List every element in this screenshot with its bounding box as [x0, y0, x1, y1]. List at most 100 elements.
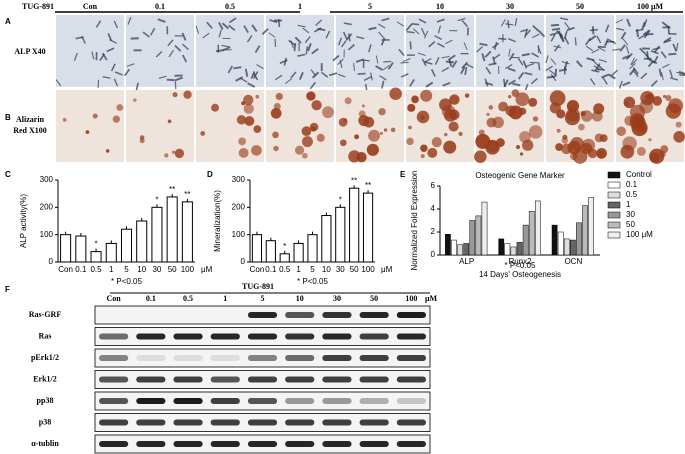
cell — [380, 37, 386, 46]
cell — [363, 76, 372, 81]
nodule — [316, 133, 325, 142]
cell — [507, 67, 516, 72]
cell — [235, 76, 244, 82]
nodule — [596, 147, 607, 159]
cell — [229, 17, 237, 24]
cell — [113, 78, 119, 87]
cell — [409, 41, 412, 50]
cell — [616, 27, 625, 31]
cell — [650, 80, 658, 87]
legend-swatch — [607, 201, 621, 209]
cell — [126, 63, 135, 67]
band — [285, 333, 315, 340]
y-tick-label: 200 — [232, 202, 246, 211]
band — [210, 333, 240, 340]
nodule — [623, 96, 636, 109]
cell — [505, 23, 514, 26]
cell — [442, 81, 451, 87]
cell — [481, 53, 486, 62]
cell — [423, 30, 429, 39]
cell — [243, 25, 249, 34]
nodule — [389, 87, 402, 101]
nodule — [112, 115, 120, 123]
cell — [102, 76, 111, 79]
y-axis-title: ALP activity(%) — [19, 194, 28, 248]
nodule — [649, 148, 665, 164]
band — [359, 398, 389, 404]
bar — [293, 242, 304, 263]
compound-label: TUG-891 — [242, 282, 274, 291]
cell — [508, 48, 511, 57]
legend-label: 0.5 — [626, 190, 638, 199]
cell — [441, 66, 450, 73]
cell — [347, 43, 355, 51]
nodule — [243, 103, 254, 114]
nodule — [620, 144, 635, 159]
nodule — [406, 137, 414, 146]
nodule — [644, 93, 655, 104]
nodule — [243, 94, 254, 106]
bar — [120, 228, 133, 263]
cell — [279, 59, 288, 64]
row-label: Alizarin Red X100 — [13, 115, 47, 135]
cell — [597, 64, 605, 71]
bar — [534, 200, 541, 256]
cell — [460, 66, 466, 75]
dose-label: 5 — [368, 2, 372, 11]
bar — [582, 205, 588, 256]
cell — [135, 82, 139, 91]
legend-swatch — [607, 231, 621, 239]
band — [210, 419, 240, 426]
cell — [302, 27, 310, 34]
cell — [625, 46, 630, 54]
cell — [517, 58, 524, 66]
row-label: ALP X40 — [14, 47, 45, 56]
cell — [521, 53, 530, 57]
nodule — [183, 90, 192, 99]
cell — [514, 18, 518, 27]
nodule — [448, 121, 459, 132]
band — [210, 441, 240, 447]
band — [247, 398, 278, 404]
cell — [538, 30, 546, 38]
cell — [564, 22, 571, 30]
panel-letter: D — [207, 170, 213, 179]
nodule — [306, 91, 316, 101]
bar — [551, 224, 558, 256]
cell — [309, 81, 316, 90]
cell — [375, 65, 384, 71]
band — [136, 333, 166, 340]
legend-label: 50 — [626, 220, 635, 229]
cell — [524, 72, 533, 76]
x-tick-label: 100 — [181, 265, 195, 274]
cell — [294, 36, 302, 44]
bar — [457, 244, 463, 256]
cell — [421, 27, 426, 36]
cell — [530, 77, 538, 85]
cell — [55, 79, 62, 87]
cell — [339, 60, 343, 69]
cell — [504, 64, 513, 70]
x-tick-label: 5 — [310, 265, 315, 274]
cell — [423, 57, 432, 64]
nodule — [519, 152, 524, 156]
cell — [545, 65, 553, 72]
cell — [110, 63, 116, 72]
nodule — [361, 104, 365, 108]
cell — [253, 71, 259, 79]
cell — [602, 77, 608, 85]
cell — [158, 75, 167, 79]
band — [99, 398, 129, 404]
band — [99, 419, 129, 426]
dose-label: 10 — [436, 2, 444, 11]
band — [99, 376, 129, 383]
cell — [228, 24, 236, 31]
cell — [246, 35, 253, 43]
nodule — [458, 131, 463, 136]
x-unit: μM — [201, 265, 213, 274]
chart-title: Osteogenic Gene Marker — [475, 171, 565, 180]
cell — [182, 54, 188, 63]
band — [396, 312, 426, 318]
dose-label: Con — [83, 2, 98, 11]
band — [396, 355, 426, 361]
